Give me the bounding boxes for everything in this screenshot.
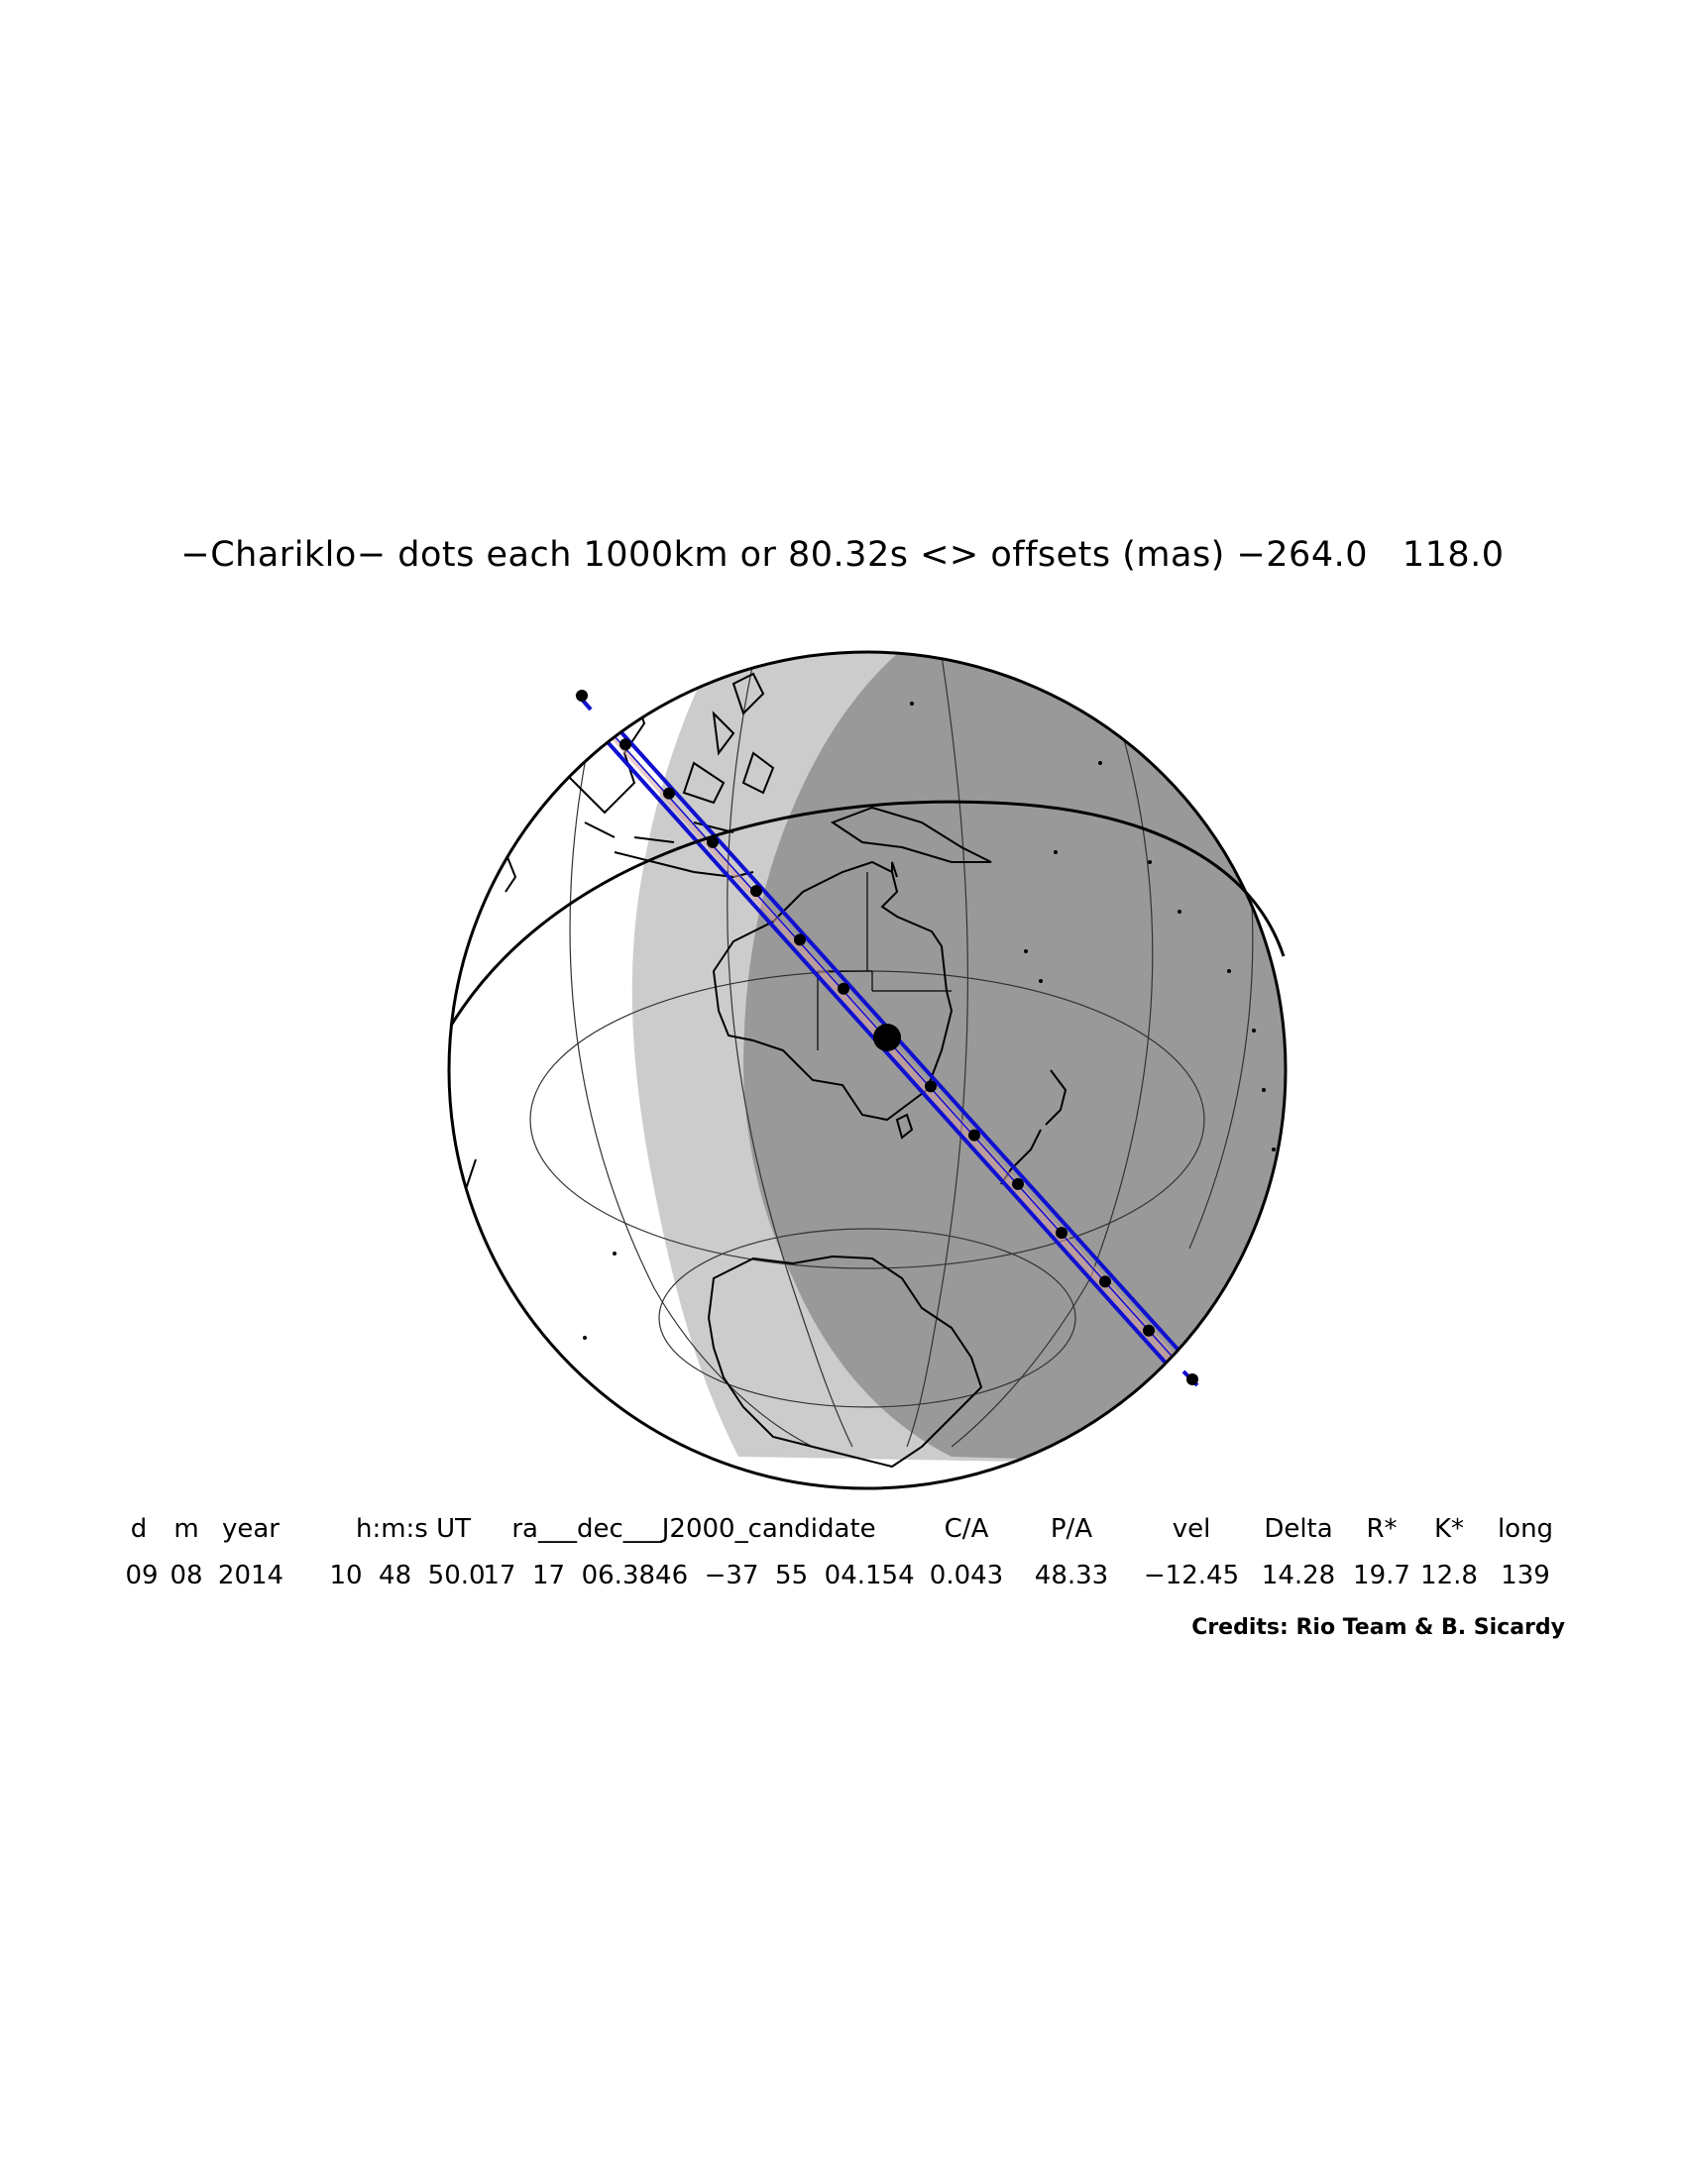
path-dot: [925, 1080, 937, 1093]
path-dot: [968, 1129, 980, 1142]
table-value-cell: 0.043: [929, 1561, 1004, 1590]
path-dot: [663, 787, 675, 800]
path-dot: [1143, 1324, 1155, 1337]
horizon-line: [449, 800, 1286, 1027]
antarctica: [707, 1255, 983, 1469]
table-value-cell: 12.8: [1420, 1561, 1478, 1590]
night-region: [743, 652, 1286, 1467]
table-value-cell: 48.33: [1034, 1561, 1109, 1590]
table-header-cell: d: [130, 1514, 148, 1544]
graticule: [529, 655, 1254, 1448]
path-dot: [1186, 1373, 1198, 1385]
table-value-cell: 08: [169, 1561, 203, 1590]
path-dot: [576, 690, 588, 702]
table-header-cell: vel: [1172, 1514, 1211, 1544]
australia-landmass: [712, 860, 954, 1122]
table-header-cell: Delta: [1264, 1514, 1333, 1544]
table-value-cell: 17 17 06.3846 −37 55 04.154: [483, 1561, 915, 1590]
table-value-cell: 139: [1501, 1561, 1550, 1590]
globe-outline: [447, 650, 1288, 1490]
tasmania: [895, 1113, 914, 1140]
table-value-cell: −12.45: [1143, 1561, 1240, 1590]
table-header-cell: C/A: [944, 1514, 989, 1544]
table-value-cell: 10 48 50.0: [329, 1561, 486, 1590]
table-value-cell: 09: [125, 1561, 159, 1590]
table-header-row: d m year h:m:s UT ra___dec___J2000_candidate…: [0, 1514, 1685, 1554]
path-dot: [1012, 1177, 1024, 1190]
table-header-cell: R*: [1366, 1514, 1398, 1544]
table-value-cell: 19.7: [1353, 1561, 1410, 1590]
table-values-row: 09 08 2014 10 48 50.0 17 17 06.3846 −37 55 0…: [0, 1561, 1685, 1600]
table-header-cell: h:m:s UT: [355, 1514, 472, 1544]
table-header-cell: K*: [1433, 1514, 1465, 1544]
path-dots: [576, 690, 1198, 1385]
path-dot: [619, 738, 631, 751]
table-header-cell: m: [173, 1514, 199, 1544]
path-dot: [1099, 1275, 1111, 1288]
path-dot: [1056, 1227, 1067, 1240]
table-header-cell: ra___dec___J2000_candidate: [511, 1514, 876, 1544]
path-dot: [750, 885, 762, 898]
table-value-cell: 14.28: [1261, 1561, 1336, 1590]
table-header-cell: long: [1497, 1514, 1554, 1544]
table-header-cell: year: [221, 1514, 281, 1544]
table-value-cell: 2014: [217, 1561, 284, 1590]
path-dot: [838, 982, 849, 995]
table-header-cell: P/A: [1050, 1514, 1093, 1544]
path-dot: [794, 933, 806, 946]
credits-text: Credits: Rio Team & B. Sicardy: [1191, 1615, 1565, 1640]
path-dot: [707, 835, 719, 848]
new-guinea: [830, 806, 992, 863]
central-dot: [873, 1024, 901, 1051]
indonesia-islands: [584, 751, 775, 879]
chart-title: −Chariklo− dots each 1000km or 80.32s <>…: [180, 535, 1505, 575]
